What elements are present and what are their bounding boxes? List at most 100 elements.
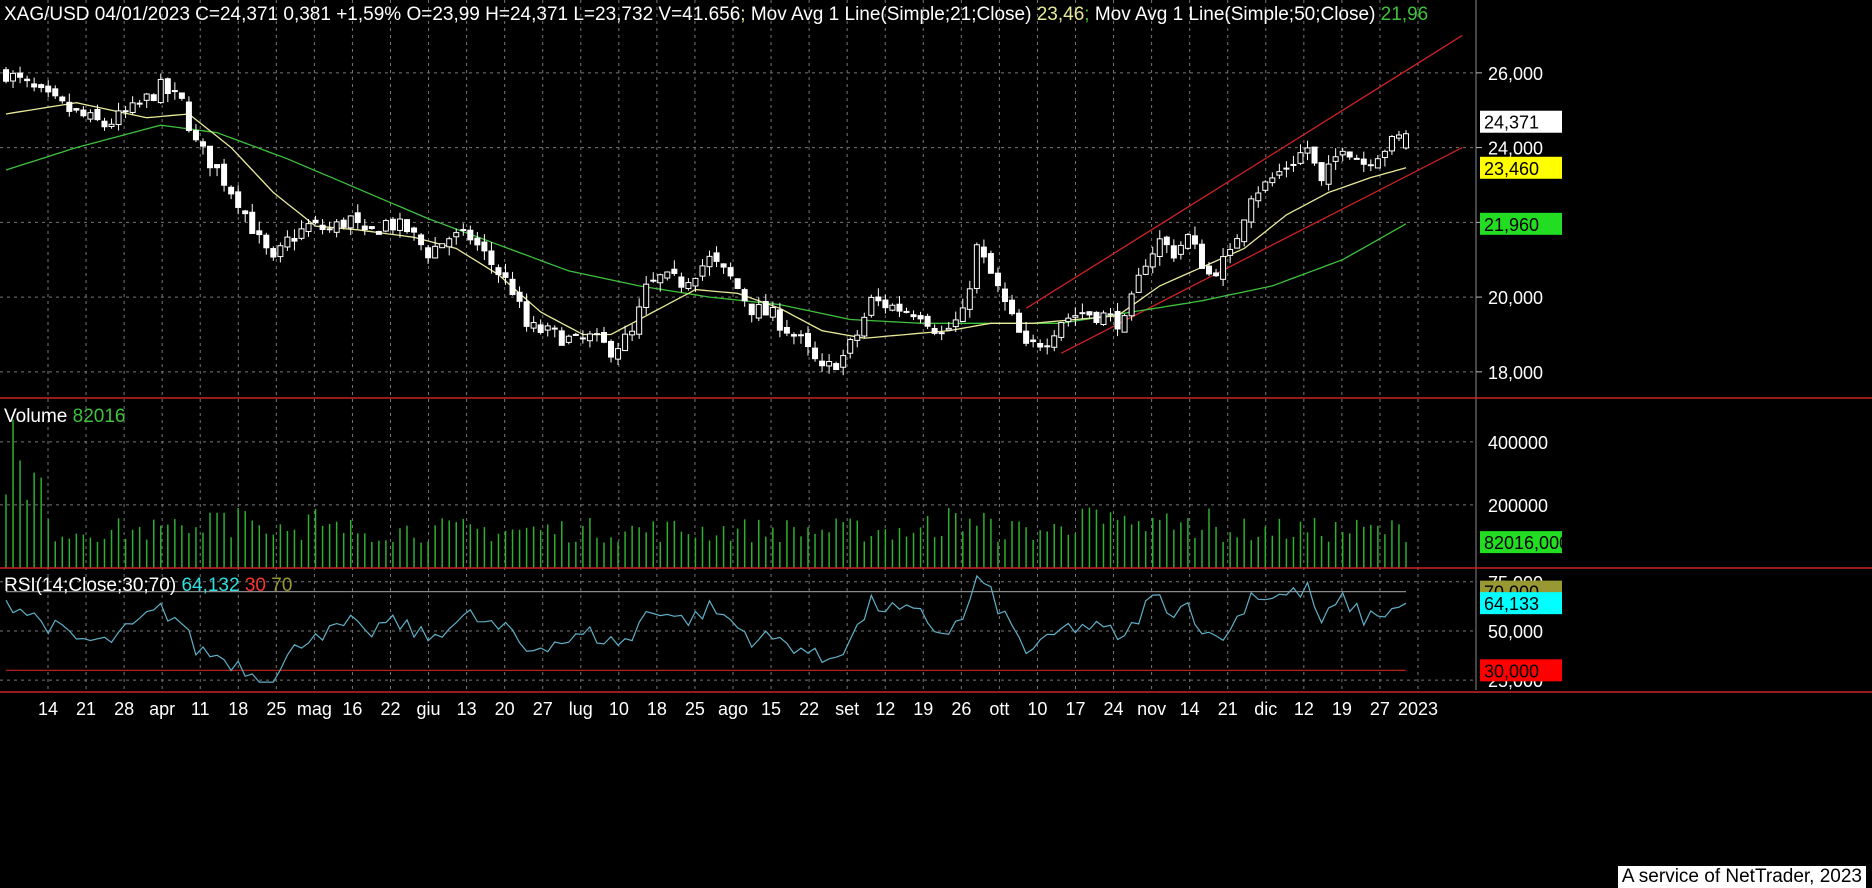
ma50-path — [5, 124, 1407, 324]
candle-body — [903, 310, 910, 313]
candle-body — [270, 248, 277, 258]
candle-body — [446, 238, 453, 248]
candle-body — [382, 220, 389, 232]
candle-body — [361, 225, 368, 231]
candle-body — [439, 243, 446, 249]
candle-body — [1086, 311, 1093, 316]
x-tick-label: 14 — [38, 699, 58, 719]
candle-body — [1107, 313, 1114, 316]
candle-body — [959, 307, 966, 322]
value-tag: 24,371 — [1480, 110, 1562, 133]
candle-body — [1030, 339, 1037, 343]
candle-body — [1332, 156, 1339, 162]
candle-body — [66, 101, 73, 112]
candle-body — [199, 141, 206, 147]
chart-header: XAG/USD 04/01/2023 C=24,371 0,381 +1,59%… — [4, 4, 1428, 26]
sep-1: ; — [740, 4, 746, 25]
candle-body — [1360, 158, 1367, 165]
candle-body — [509, 278, 516, 296]
candle-body — [980, 246, 987, 258]
candle-body — [228, 186, 235, 195]
candle-body — [17, 72, 24, 78]
candle-body — [368, 226, 375, 230]
candle-body — [685, 282, 692, 290]
candle-body — [1255, 192, 1262, 202]
candle-body — [622, 333, 629, 352]
candle-body — [805, 332, 812, 348]
candle-body — [952, 319, 959, 328]
x-tick-label: 14 — [1180, 699, 1200, 719]
candle-body — [790, 334, 797, 337]
candle-body — [615, 348, 622, 360]
candle-body — [650, 279, 657, 282]
candle-body — [73, 108, 80, 111]
candle-body — [24, 78, 31, 82]
candle-body — [256, 230, 263, 236]
candle-body — [987, 253, 994, 274]
candle-body — [917, 315, 924, 320]
rsi-label: RSI(14;Close;30;70) — [4, 575, 177, 596]
candle-body — [882, 299, 889, 309]
candle-body — [994, 272, 1001, 287]
candle-body — [1290, 163, 1297, 166]
candle-body — [94, 109, 101, 121]
candle-body — [460, 229, 467, 232]
rsi-low: 30 — [244, 575, 266, 596]
x-tick-label: 11 — [191, 699, 210, 719]
candle-body — [481, 241, 488, 252]
candle-body — [636, 306, 643, 335]
candle-body — [1241, 219, 1248, 243]
candle-body — [537, 324, 544, 333]
candle-body — [305, 223, 312, 233]
candle-body — [1227, 248, 1234, 256]
candle-body — [572, 333, 579, 336]
x-tick-label: 15 — [761, 699, 781, 719]
candle-body — [1009, 299, 1016, 315]
candle-body — [558, 330, 565, 346]
candle-body — [1339, 150, 1346, 156]
channel-line — [1060, 147, 1463, 354]
candle-body — [1353, 157, 1360, 160]
candle-body — [826, 361, 833, 367]
rsi-value: 64,132 — [181, 575, 240, 596]
candle-body — [45, 85, 52, 93]
candle-body — [1213, 272, 1220, 277]
candle-body — [748, 303, 755, 316]
candle-body — [593, 333, 600, 336]
value-tag-box — [1480, 156, 1562, 179]
candle-body — [263, 234, 270, 249]
quote-summary: XAG/USD 04/01/2023 C=24,371 0,381 +1,59%… — [4, 4, 741, 25]
x-tick-label: 18 — [228, 699, 248, 719]
candle-body — [389, 218, 396, 231]
candle-body — [467, 229, 474, 241]
axes: 26,00024,00022,00020,00018,0004000002000… — [0, 0, 1872, 719]
candle-body — [530, 322, 537, 329]
value-tag-box — [1480, 110, 1562, 133]
x-tick-label: 16 — [342, 699, 362, 719]
x-tick-label: lug — [569, 699, 593, 719]
candle-body — [755, 304, 762, 319]
x-tick-label: 2023 — [1398, 699, 1438, 719]
x-tick-label: 18 — [647, 699, 667, 719]
candle-body — [1325, 163, 1332, 185]
value-tag: 21,960 — [1480, 212, 1562, 235]
candle-body — [706, 255, 713, 268]
candle-body — [840, 355, 847, 368]
volume-title: Volume 82016 — [4, 406, 126, 428]
candle-body — [115, 110, 122, 126]
candle-body — [1093, 311, 1100, 323]
candle-body — [129, 102, 136, 113]
volume-value: 82016 — [72, 406, 126, 427]
x-tick-label: dic — [1254, 699, 1277, 719]
rsi-line — [5, 574, 1407, 683]
candle-body — [1304, 147, 1311, 154]
candle-body — [896, 303, 903, 312]
candle-body — [1297, 152, 1304, 164]
candle-body — [945, 327, 952, 331]
x-tick-label: ago — [718, 699, 748, 719]
ma21-label: Mov Avg 1 Line(Simple;21;Close) — [745, 4, 1032, 25]
candle-body — [1191, 235, 1198, 245]
candle-body — [1269, 177, 1276, 184]
ma50-label: Mov Avg 1 Line(Simple;50;Close) — [1089, 4, 1376, 25]
candle-body — [1072, 315, 1079, 318]
